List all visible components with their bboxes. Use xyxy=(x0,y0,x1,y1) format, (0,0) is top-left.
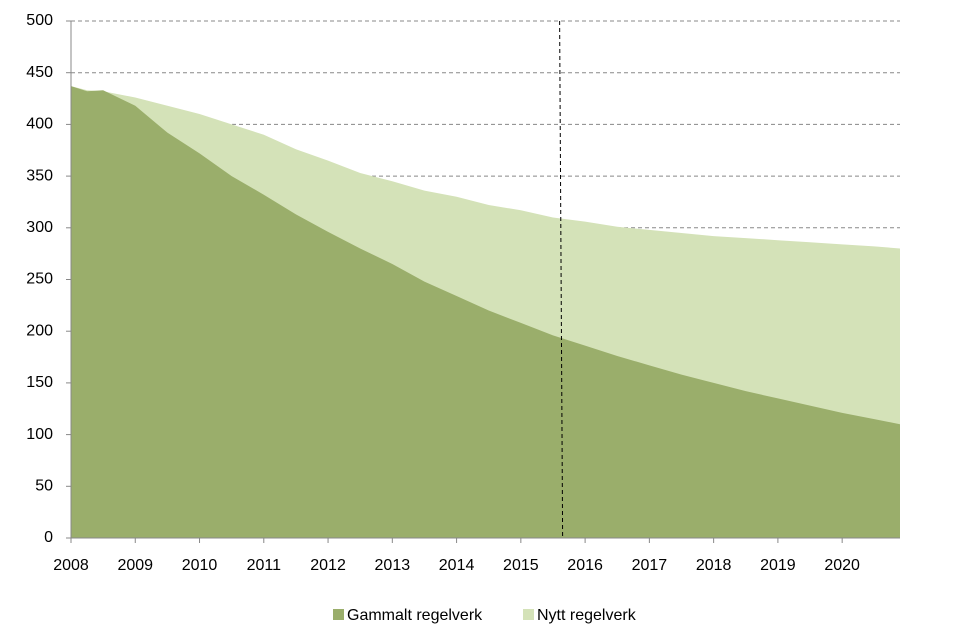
x-tick-label: 2017 xyxy=(632,557,668,574)
legend-label: Nytt regelverk xyxy=(537,607,637,624)
x-tick-label: 2008 xyxy=(53,557,89,574)
x-tick-label: 2009 xyxy=(117,557,153,574)
x-tick-label: 2011 xyxy=(247,557,282,574)
x-tick-label: 2019 xyxy=(760,557,796,574)
x-tick-label: 2020 xyxy=(824,557,860,574)
y-tick-label: 100 xyxy=(26,426,53,443)
x-tick-label: 2013 xyxy=(375,557,411,574)
y-tick-label: 50 xyxy=(35,478,53,495)
x-tick-label: 2015 xyxy=(503,557,539,574)
y-tick-label: 150 xyxy=(26,374,53,391)
x-tick-label: 2010 xyxy=(182,557,218,574)
y-tick-label: 300 xyxy=(26,219,53,236)
y-tick-label: 500 xyxy=(26,12,53,29)
legend-swatch xyxy=(523,609,534,620)
y-tick-label: 350 xyxy=(26,167,53,184)
area xyxy=(71,86,900,538)
y-tick-label: 0 xyxy=(44,529,53,546)
legend-label: Gammalt regelverk xyxy=(347,607,483,624)
y-tick-label: 250 xyxy=(26,271,53,288)
x-tick-label: 2016 xyxy=(567,557,603,574)
legend-swatch xyxy=(333,609,344,620)
y-tick-label: 400 xyxy=(26,116,53,133)
reference-line xyxy=(559,20,564,539)
y-tick-label: 200 xyxy=(26,322,53,339)
x-tick-label: 2018 xyxy=(696,557,732,574)
y-tick-label: 450 xyxy=(26,64,53,81)
x-tick-label: 2014 xyxy=(439,557,475,574)
x-tick-label: 2012 xyxy=(310,557,346,574)
